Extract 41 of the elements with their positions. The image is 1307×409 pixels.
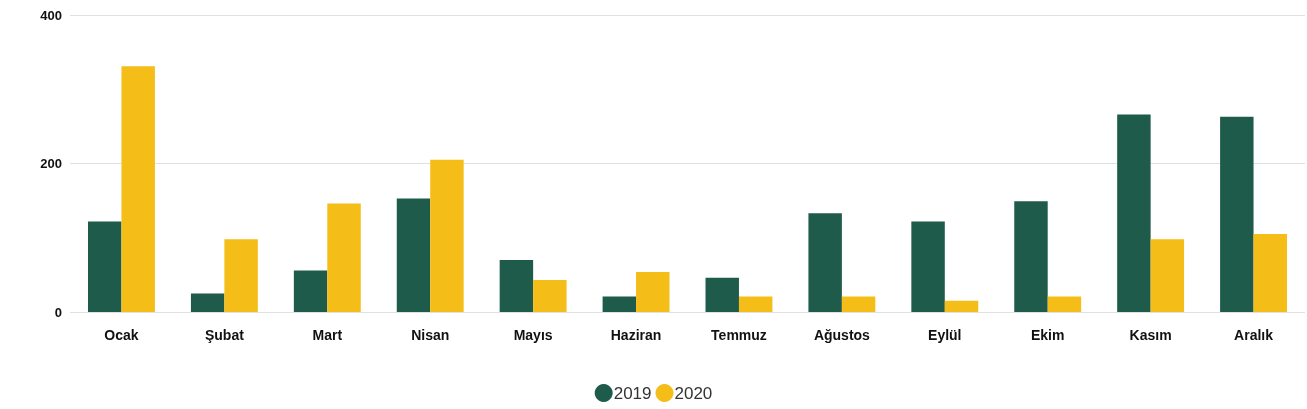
x-tick-label: Eylül [928, 327, 962, 343]
legend-label: 2020 [674, 383, 713, 403]
bar [396, 198, 431, 312]
bar [327, 203, 361, 312]
y-tick-label: 0 [54, 304, 62, 320]
bar [1253, 234, 1287, 312]
x-tick-label: Haziran [610, 327, 662, 343]
x-tick-label: Ocak [104, 327, 139, 343]
bar [841, 296, 876, 312]
bar [430, 159, 464, 312]
bar [705, 277, 739, 312]
bar [738, 296, 773, 312]
bar [602, 296, 637, 312]
x-tick-label: Mayıs [513, 327, 553, 343]
bar [88, 221, 122, 312]
bar [533, 280, 567, 312]
x-tick-label: Aralık [1234, 327, 1274, 343]
bar [808, 213, 842, 312]
bar [293, 270, 328, 312]
legend-label: 2019 [613, 383, 652, 403]
bar [636, 271, 670, 312]
bar [1014, 201, 1048, 312]
x-tick-label: Ekim [1030, 327, 1065, 343]
bar [1220, 116, 1254, 312]
x-tick-label: Kasım [1129, 327, 1172, 343]
x-tick-label: Temmuz [711, 327, 767, 343]
y-tick-label: 200 [40, 156, 62, 171]
x-tick-label: Ağustos [813, 327, 871, 343]
x-tick-label: Mart [312, 327, 343, 343]
bar [911, 221, 945, 312]
bar [1047, 296, 1082, 312]
bar [224, 239, 258, 312]
bar [1117, 114, 1151, 312]
bar [190, 293, 225, 312]
x-tick-label: Nisan [411, 327, 450, 343]
x-tick-label: Şubat [204, 327, 245, 343]
bar [1150, 239, 1185, 312]
bar [121, 66, 155, 312]
bar [499, 260, 534, 312]
bar [944, 300, 979, 312]
y-tick-label: 400 [40, 7, 62, 23]
